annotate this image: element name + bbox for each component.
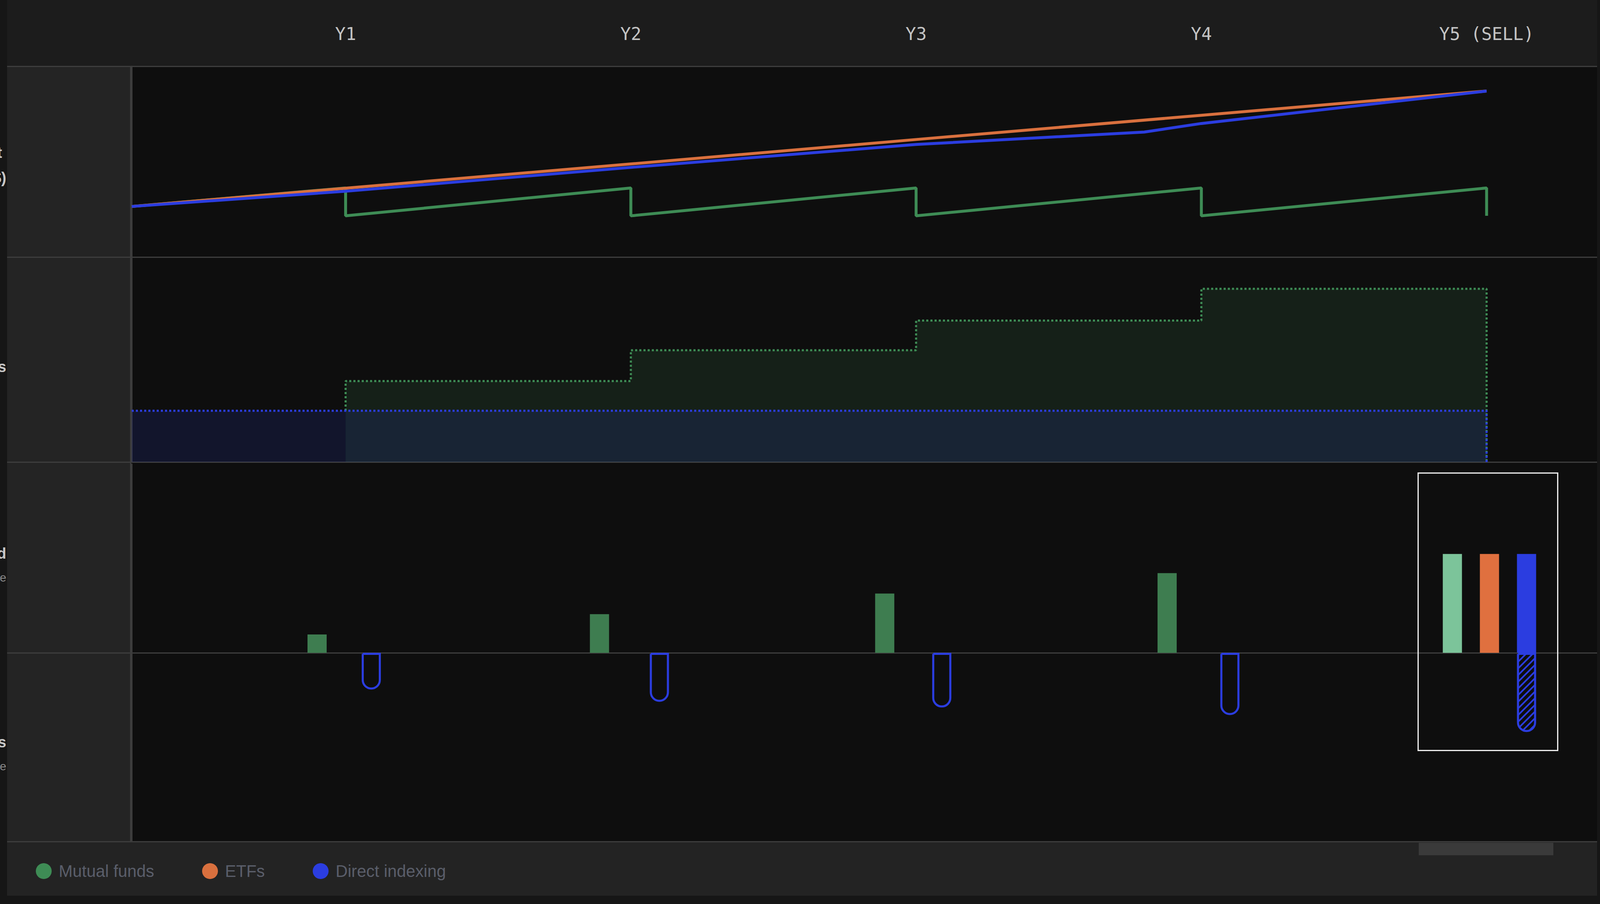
svg-text:Direct indexing: Direct indexing [335,862,447,881]
svg-text:Y3: Y3 [905,23,927,45]
svg-text:Y2: Y2 [620,23,642,45]
svg-text:ETFs: ETFs [225,862,265,881]
svg-text:Cumulative: Cumulative [0,760,7,773]
svg-text:Y1: Y1 [335,23,357,45]
svg-text:Net asset: Net asset [0,144,7,162]
svg-text:Y4: Y4 [1190,23,1213,45]
svg-text:Y5 (SELL): Y5 (SELL) [1439,23,1535,45]
svg-text:Shares: Shares [0,358,7,376]
svg-text:Tax losses: Tax losses [0,733,7,751]
svg-text:Cumulative: Cumulative [0,571,7,585]
svg-text:value ($): value ($) [0,169,7,187]
svg-text:Taxes paid: Taxes paid [0,545,7,563]
svg-text:Mutual funds: Mutual funds [58,862,155,881]
